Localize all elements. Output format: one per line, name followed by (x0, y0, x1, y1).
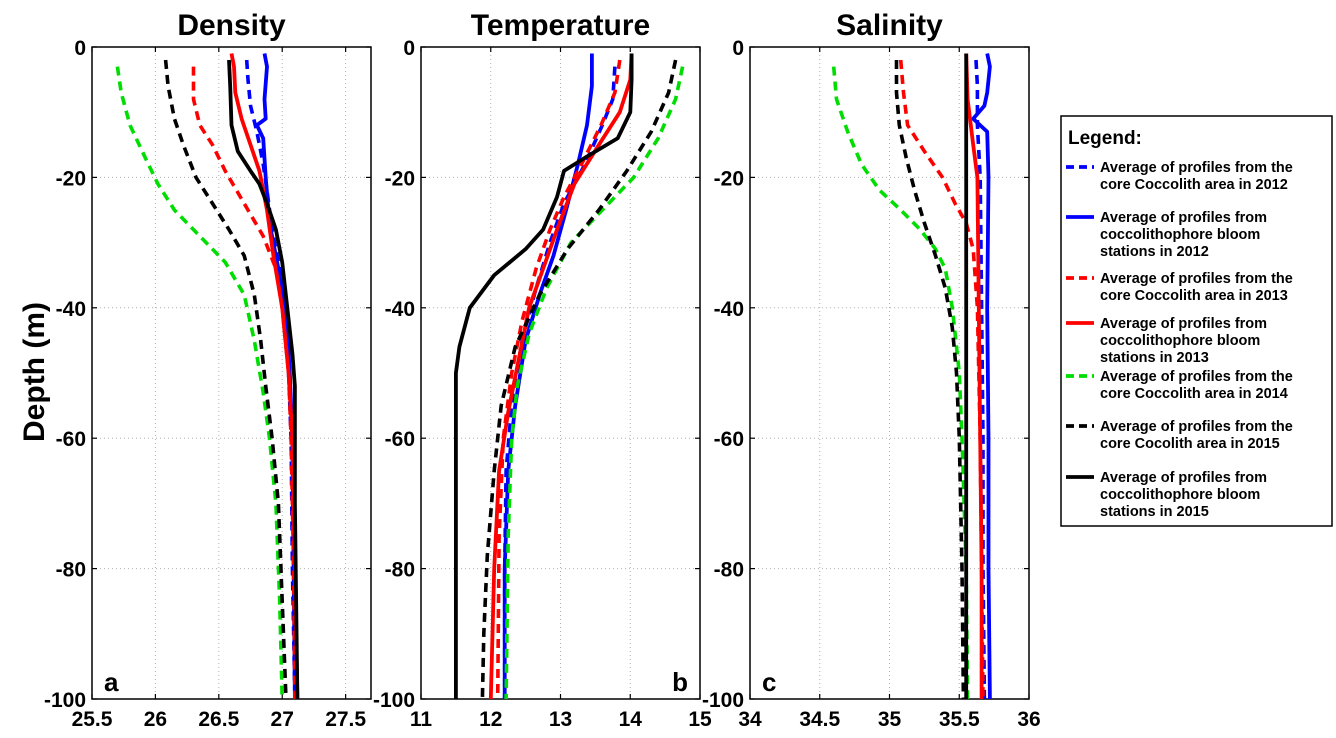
series-line-bloom2012 (971, 53, 992, 700)
x-tick-label: 26.5 (198, 708, 239, 731)
legend-label: Average of profiles from (1100, 316, 1267, 332)
legend-label: core Coccolith area in 2012 (1100, 177, 1288, 193)
series-line-core2015 (480, 59, 678, 700)
legend-item-bloom2015: Average of profiles fromcoccolithophore … (1066, 470, 1267, 520)
x-tick-label: 15 (688, 708, 712, 731)
y-tick-label: -80 (714, 559, 744, 582)
y-tick-label: -100 (373, 689, 415, 712)
series-line-bloom2012 (502, 53, 594, 699)
series-line-core2013 (495, 59, 622, 700)
y-tick-label: -100 (702, 689, 744, 712)
series-line-bloom2013 (964, 53, 984, 699)
series-line-bloom2013 (488, 53, 634, 700)
legend-title: Legend: (1068, 128, 1142, 149)
series-line-core2014 (831, 66, 970, 700)
x-tick-label: 12 (479, 708, 502, 731)
series-line-core2015 (163, 59, 288, 700)
legend-label: Average of profiles from the (1100, 369, 1293, 385)
panel-temperature: 11 12 13 14 15 0 -20 -40 -60 -80 -100 Temperature b (373, 9, 712, 731)
legend-label: core Cocolith area in 2015 (1100, 436, 1280, 452)
y-tick-label: 0 (732, 37, 744, 60)
plot-frame (91, 46, 372, 700)
legend-label: stations in 2015 (1100, 504, 1209, 520)
y-tick-label: -60 (385, 428, 415, 451)
legend-box (1060, 115, 1333, 527)
x-tick-label: 27 (271, 708, 294, 731)
panel-label: c (762, 667, 776, 697)
legend-label: Average of profiles from the (1100, 160, 1293, 176)
legend-label: Average of profiles from (1100, 210, 1267, 226)
legend-label: core Coccolith area in 2014 (1100, 386, 1288, 402)
y-tick-label: -20 (385, 167, 415, 190)
panel-title: Density (177, 9, 286, 42)
x-tick-label: 35.5 (939, 708, 980, 731)
series-line-core2012 (502, 66, 617, 699)
y-tick-label: -40 (56, 298, 86, 321)
y-tick-label: -20 (56, 167, 86, 190)
y-tick-label: -80 (56, 559, 86, 582)
x-tick-label: 34 (738, 708, 762, 731)
x-tick-label: 27.5 (325, 708, 366, 731)
x-tick-label: 13 (549, 708, 572, 731)
panel-label: b (672, 667, 688, 697)
x-tick-label: 25.5 (72, 708, 113, 731)
legend-label: Average of profiles from the (1100, 419, 1293, 435)
legend-item-bloom2012: Average of profiles fromcoccolithophore … (1066, 210, 1267, 260)
y-tick-label: -60 (714, 428, 744, 451)
panel-salinity: 34 34.5 35 35.5 36 0 -20 -40 -60 -80 -100 Salinity c (702, 9, 1041, 731)
x-tick-label: 36 (1017, 708, 1040, 731)
series-line-bloom2015 (454, 53, 634, 699)
plot-frame (420, 46, 701, 700)
legend-item-bloom2013: Average of profiles fromcoccolithophore … (1066, 316, 1267, 366)
series-line-bloom2015 (227, 59, 300, 700)
legend: Legend: Average of profiles from thecore… (1060, 115, 1333, 527)
y-tick-label: -20 (714, 167, 744, 190)
x-tick-label: 34.5 (799, 708, 840, 731)
panel-title: Salinity (836, 9, 943, 42)
x-tick-label: 35 (878, 708, 902, 731)
series-line-core2015 (894, 60, 966, 700)
x-tick-label: 14 (619, 708, 643, 731)
y-tick-label: -100 (44, 689, 86, 712)
legend-label: Average of profiles from the (1100, 271, 1293, 287)
x-tick-label: 11 (410, 708, 433, 731)
legend-label: coccolithophore bloom (1100, 487, 1260, 503)
panel-density: 25.5 26 26.5 27 27.5 0 -20 -40 -60 -80 -100 Density… (44, 9, 372, 731)
y-axis-label: Depth (m) (18, 302, 51, 442)
legend-label: core Coccolith area in 2013 (1100, 288, 1288, 304)
y-tick-label: -60 (56, 428, 86, 451)
legend-label: Average of profiles from (1100, 470, 1267, 486)
legend-label: coccolithophore bloom (1100, 227, 1260, 243)
y-tick-label: -80 (385, 559, 415, 582)
panels-group: 25.5 26 26.5 27 27.5 0 -20 -40 -60 -80 -100 Density… (44, 9, 1041, 731)
series-line-core2014 (115, 66, 284, 700)
legend-label: stations in 2012 (1100, 244, 1209, 260)
panel-title: Temperature (471, 9, 651, 42)
series-line-core2014 (504, 66, 685, 700)
y-tick-label: 0 (403, 37, 415, 60)
series-line-core2013 (898, 59, 985, 700)
legend-label: stations in 2013 (1100, 350, 1209, 366)
panel-label: a (104, 667, 119, 697)
series-line-bloom2013 (229, 53, 300, 700)
y-tick-label: -40 (714, 298, 744, 321)
legend-label: coccolithophore bloom (1100, 333, 1260, 349)
y-tick-label: -40 (385, 298, 415, 321)
x-tick-label: 26 (144, 708, 167, 731)
y-tick-label: 0 (74, 37, 86, 60)
